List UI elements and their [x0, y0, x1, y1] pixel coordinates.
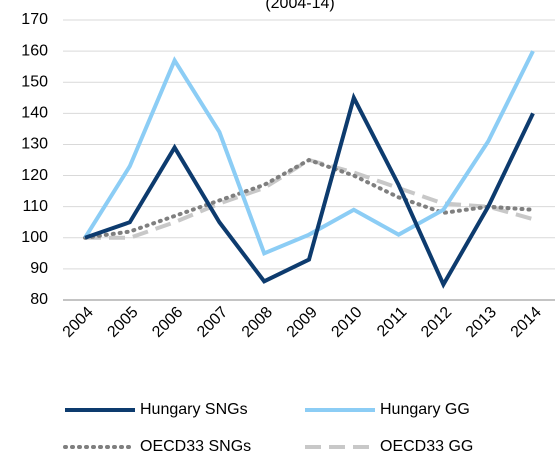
x-tick-label: 2012 — [418, 304, 455, 341]
y-tick-label: 150 — [21, 73, 48, 90]
line-series — [84, 92, 535, 289]
y-tick-label: 140 — [21, 105, 48, 122]
chart-title: (2004-14) — [265, 0, 334, 12]
line-series — [83, 157, 535, 240]
line-series — [83, 50, 535, 256]
x-tick-label: 2013 — [463, 304, 500, 341]
legend-label: Hungary GG — [380, 401, 470, 418]
y-tick-label: 80 — [30, 291, 48, 308]
x-tick-label: 2006 — [149, 304, 186, 341]
x-tick-label: 2004 — [60, 304, 97, 341]
x-tick-label: 2007 — [194, 304, 231, 341]
y-tick-label: 120 — [21, 167, 48, 184]
y-tick-label: 90 — [30, 260, 48, 277]
x-tick-label: 2008 — [239, 304, 276, 341]
y-tick-label: 110 — [22, 198, 48, 215]
x-tick-label: 2005 — [104, 304, 141, 341]
x-tick-label: 2009 — [284, 304, 321, 341]
legend-label: Hungary SNGs — [140, 401, 248, 418]
y-tick-label: 160 — [21, 42, 48, 59]
x-tick-label: 2014 — [508, 304, 545, 341]
y-tick-label: 100 — [21, 229, 48, 246]
x-tick-label: 2010 — [328, 304, 365, 341]
legend-label: OECD33 GG — [380, 438, 473, 455]
x-tick-label: 2011 — [374, 304, 410, 340]
line-series — [85, 157, 534, 240]
y-tick-label: 170 — [21, 11, 48, 28]
legend-label: OECD33 SNGs — [140, 438, 251, 455]
y-tick-label: 130 — [21, 136, 48, 153]
